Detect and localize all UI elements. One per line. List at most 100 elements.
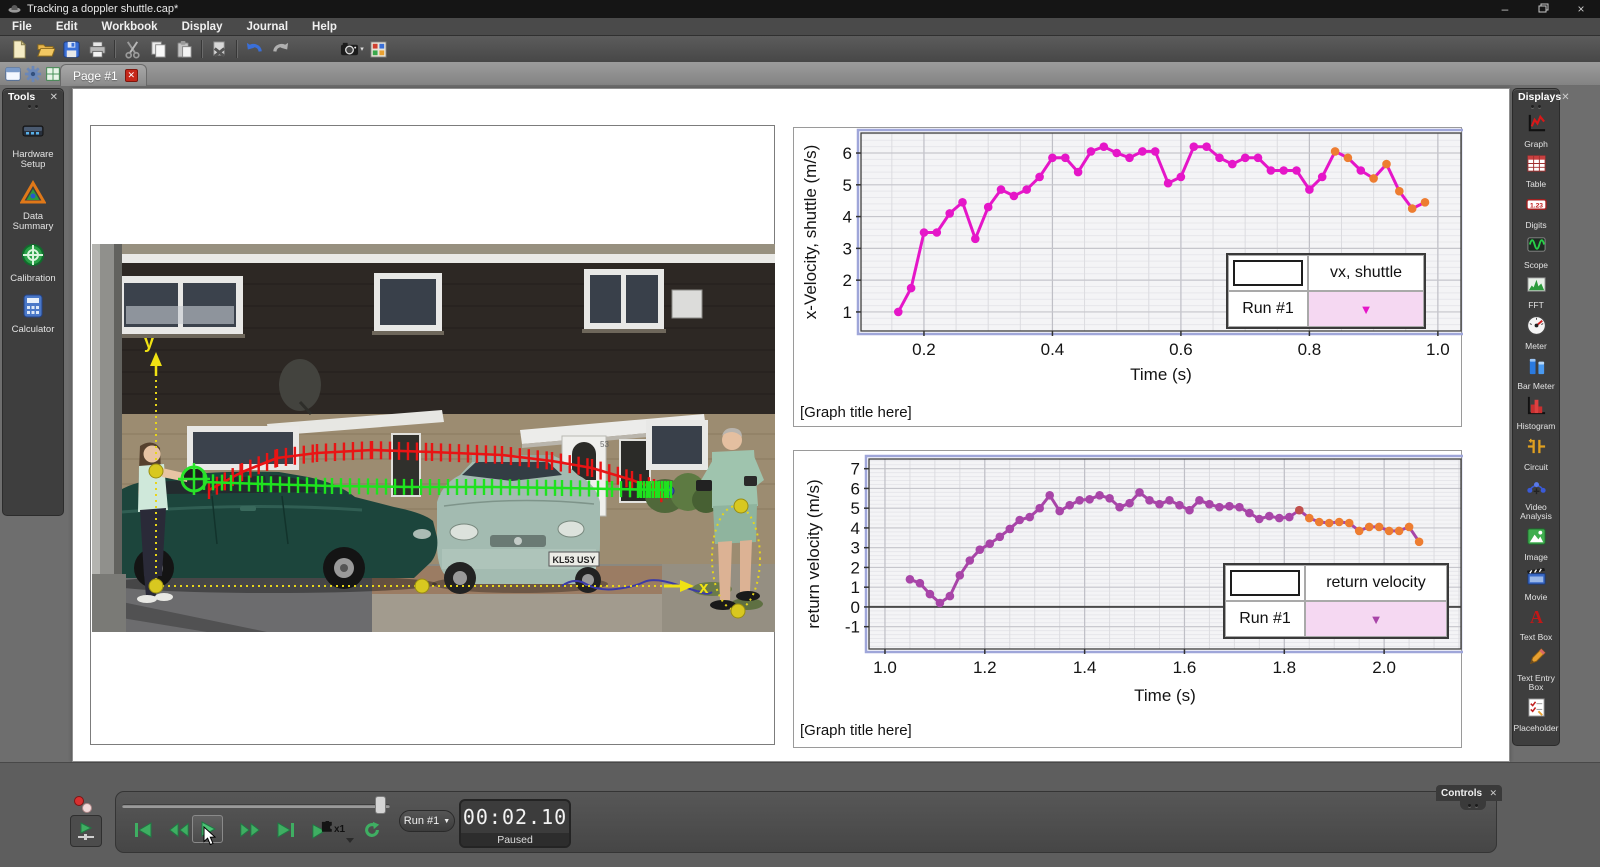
video-scene[interactable]: 53 KL53 USY <box>92 244 775 632</box>
display-scope[interactable]: Scope <box>1513 234 1559 270</box>
display-circuit[interactable]: Circuit <box>1513 436 1559 472</box>
tools-panel-close-icon[interactable]: ✕ <box>49 91 58 103</box>
x-tick-label: 1.0 <box>873 658 897 677</box>
legend-select-box[interactable] <box>1228 255 1308 291</box>
slider-track[interactable] <box>122 804 390 808</box>
display-movie[interactable]: Movie <box>1513 566 1559 602</box>
undo-button[interactable] <box>241 38 267 60</box>
lamppost <box>92 244 126 632</box>
close-button[interactable]: × <box>1577 2 1585 16</box>
tab-page-1[interactable]: Page #1 ✕ <box>60 64 147 86</box>
copy-button[interactable] <box>145 38 171 60</box>
data-point <box>1330 147 1340 156</box>
add-page-icon[interactable] <box>44 65 62 83</box>
graph-display-2[interactable]: 1.0 1.2 1.4 1.6 1.8 2.0 -1 0 1 2 3 4 5 6 7 Time (s) retu… <box>793 450 1466 749</box>
delete-button[interactable] <box>206 38 232 60</box>
display-placeholder[interactable]: Placeholder <box>1513 697 1559 733</box>
legend-select-box[interactable] <box>1225 565 1305 601</box>
run-selector[interactable]: Run #1 ▼ <box>399 810 455 832</box>
displays-panel-close-icon[interactable]: ✕ <box>1561 91 1570 103</box>
timeline-slider[interactable] <box>122 796 390 814</box>
panel-grip[interactable] <box>25 105 41 109</box>
minimize-button[interactable]: – <box>1501 2 1509 16</box>
cut-button[interactable] <box>119 38 145 60</box>
rewind-button[interactable] <box>166 818 192 842</box>
menu-item-display[interactable]: Display <box>181 20 223 33</box>
graph-title[interactable]: [Graph title here] <box>800 404 912 421</box>
axes-overlay[interactable]: y x <box>144 332 761 619</box>
display-text-box[interactable]: A Text Box <box>1513 606 1559 643</box>
display-graph[interactable]: Graph <box>1513 113 1559 149</box>
workbook-layout-button[interactable] <box>365 38 391 60</box>
speed-caret-icon[interactable] <box>346 838 354 843</box>
display-bar-meter[interactable]: Bar Meter <box>1513 355 1559 391</box>
restore-button[interactable] <box>1524 0 1562 18</box>
menu-item-file[interactable]: File <box>12 20 32 33</box>
slider-handle[interactable] <box>375 796 386 814</box>
legend-marker-cell[interactable]: ▼ <box>1308 291 1424 327</box>
legend-marker-cell[interactable]: ▼ <box>1305 601 1447 637</box>
skip-start-button[interactable] <box>130 818 156 842</box>
graph-display-1[interactable]: 0.2 0.4 0.6 0.8 1.0 1 2 3 4 5 6 Time (s) x-Velocity,… <box>793 127 1466 427</box>
rail-item-label: Movie <box>1524 592 1548 603</box>
data-point <box>1035 503 1044 513</box>
tool-calibration[interactable]: Calibration <box>3 242 63 284</box>
page-settings-icon[interactable] <box>24 65 42 83</box>
display-fft[interactable]: FFT <box>1513 274 1559 310</box>
panel-grip[interactable] <box>1528 105 1544 109</box>
display-text-entry-box[interactable]: Text Entry Box <box>1513 647 1559 693</box>
display-histogram[interactable]: Histogram <box>1513 395 1559 431</box>
tab-strip: Page #1 ✕ <box>0 62 1600 86</box>
calibration-handles[interactable] <box>148 463 749 619</box>
display-video-analysis[interactable]: Video Analysis <box>1513 476 1559 522</box>
legend-series-name[interactable]: return velocity <box>1305 565 1447 601</box>
speed-label[interactable]: x1 <box>334 824 346 835</box>
tool-calculator[interactable]: Calculator <box>3 293 63 335</box>
tracker-cursor[interactable] <box>178 463 210 495</box>
loop-button[interactable] <box>359 818 385 842</box>
data-point <box>1324 518 1334 528</box>
controls-panel-grip[interactable] <box>1460 801 1486 810</box>
redo-button[interactable] <box>267 38 293 60</box>
y-tick-label: 5 <box>843 176 852 195</box>
page-view-icon[interactable] <box>4 65 22 83</box>
title-bar: Tracking a doppler shuttle.cap* – × <box>0 0 1600 18</box>
fast-forward-button[interactable] <box>237 818 263 842</box>
x-tick-label: 1.6 <box>1173 658 1197 677</box>
data-point <box>975 545 985 554</box>
save-file-button[interactable] <box>58 38 84 60</box>
legend-run-label[interactable]: Run #1 <box>1225 601 1305 637</box>
menu-item-edit[interactable]: Edit <box>55 20 78 33</box>
y-tick-label: 2 <box>851 558 860 577</box>
tool-data-summary[interactable]: Data Summary <box>3 179 63 233</box>
y-tick-label: 4 <box>851 519 860 538</box>
data-point <box>1295 505 1304 515</box>
display-meter[interactable]: Meter <box>1513 315 1559 351</box>
controls-panel-tab[interactable]: Controls ✕ <box>1436 785 1502 801</box>
tab-close-icon[interactable]: ✕ <box>124 69 138 82</box>
snapshot-button[interactable]: ▾ <box>339 38 365 60</box>
tool-hardware-setup[interactable]: Hardware Setup <box>3 118 63 171</box>
data-point <box>1356 166 1366 175</box>
new-file-button[interactable] <box>6 38 32 60</box>
display-image[interactable]: Image <box>1513 526 1559 562</box>
legend-run-label[interactable]: Run #1 <box>1228 291 1308 327</box>
open-file-button[interactable] <box>32 38 58 60</box>
man-figure <box>696 428 764 610</box>
legend-series-name[interactable]: vx, shuttle <box>1308 255 1424 291</box>
menu-item-help[interactable]: Help <box>312 20 337 33</box>
display-digits[interactable]: 1.23 Digits <box>1513 194 1559 230</box>
playback-mode-button[interactable] <box>70 815 102 847</box>
graph-title[interactable]: [Graph title here] <box>800 722 912 739</box>
controls-close-icon[interactable]: ✕ <box>1489 787 1497 798</box>
legend-marker: ▼ <box>1359 301 1373 317</box>
display-table[interactable]: Table <box>1513 153 1559 189</box>
frame-step-button[interactable] <box>308 818 334 842</box>
paste-button[interactable] <box>171 38 197 60</box>
menu-item-journal[interactable]: Journal <box>246 20 289 33</box>
print-button[interactable] <box>84 38 110 60</box>
skip-end-button[interactable] <box>273 818 299 842</box>
menu-item-workbook[interactable]: Workbook <box>101 20 158 33</box>
video-analysis-panel[interactable]: 53 KL53 USY <box>90 125 775 745</box>
